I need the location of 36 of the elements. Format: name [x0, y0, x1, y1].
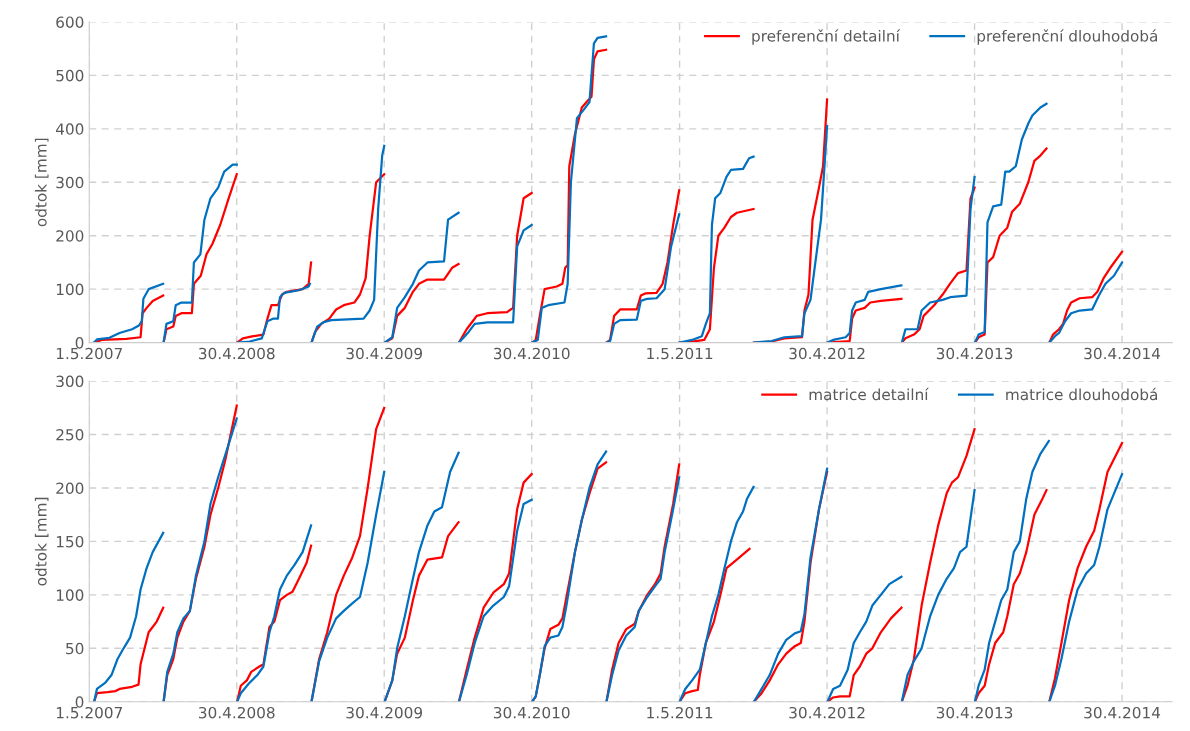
- y-tick-label: 200: [56, 230, 84, 242]
- y-tick-label: 0: [75, 696, 84, 708]
- x-tick-label: 1.5.2011: [647, 347, 713, 360]
- y-tick-label: 0: [75, 337, 84, 349]
- x-tick-label: 30.4.2013: [936, 706, 1013, 719]
- x-tick-label: 30.4.2008: [199, 706, 275, 719]
- x-tick-label: 30.4.2008: [199, 347, 275, 360]
- x-tick-label: 30.4.2014: [1084, 706, 1161, 719]
- x-tick-label: 30.4.2013: [936, 347, 1013, 360]
- x-tick-label: 1.5.2007: [56, 347, 122, 360]
- legend-label: preferenční detailní: [752, 29, 901, 45]
- x-tick-label: 30.4.2010: [493, 706, 570, 719]
- y-tick-label: 300: [56, 375, 84, 388]
- legend-label: preferenční dlouhodobá: [977, 29, 1158, 45]
- x-tick-label: 30.4.2012: [789, 347, 865, 360]
- x-tick-label: 30.4.2009: [346, 706, 423, 719]
- y-tick-label: 400: [55, 123, 84, 135]
- x-tick-label: 1.5.2011: [647, 706, 713, 719]
- y-axis-title: odtok [mm]: [34, 138, 49, 227]
- y-tick-label: 150: [56, 535, 84, 548]
- y-tick-label: 300: [56, 176, 84, 189]
- y-tick-label: 600: [56, 16, 84, 28]
- y-tick-label: 50: [66, 642, 84, 655]
- x-tick-label: 30.4.2009: [346, 347, 423, 360]
- x-tick-label: 30.4.2012: [789, 706, 865, 719]
- y-tick-label: 100: [56, 283, 84, 296]
- y-tick-label: 500: [56, 69, 84, 82]
- y-tick-label: 100: [56, 589, 84, 601]
- y-tick-label: 200: [56, 482, 84, 494]
- y-axis-title: odtok [mm]: [34, 497, 49, 586]
- x-tick-label: 1.5.2007: [56, 706, 122, 719]
- legend-label: matrice detailní: [809, 387, 929, 401]
- x-tick-label: 30.4.2014: [1084, 347, 1161, 360]
- x-tick-label: 30.4.2010: [493, 347, 570, 360]
- y-tick-label: 250: [56, 429, 84, 441]
- legend-label: matrice dlouhodobá: [1006, 387, 1158, 401]
